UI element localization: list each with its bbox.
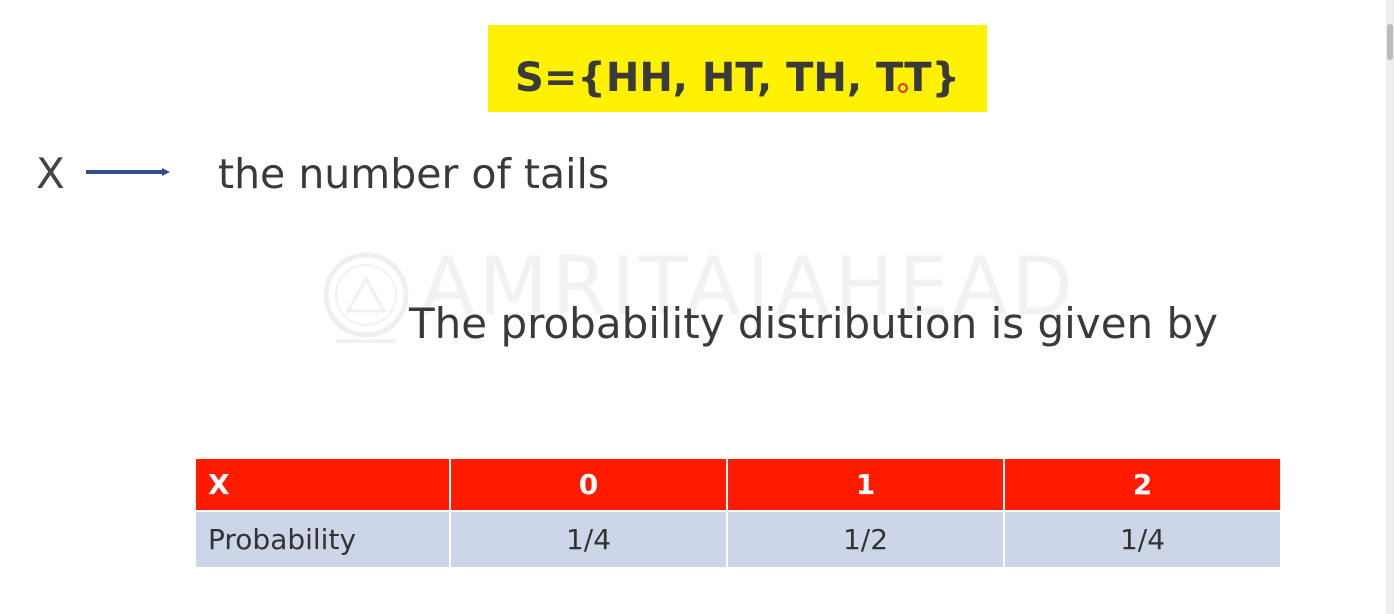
probability-cell: 1/2	[726, 510, 1005, 569]
seal-icon	[323, 252, 409, 343]
probability-cell: 1/4	[1003, 510, 1282, 569]
table-header-row: X 0 1 2	[194, 457, 1282, 512]
probability-distribution-table: X 0 1 2 Probability 1/4 1/2 1/4	[194, 457, 1282, 569]
scrollbar[interactable]	[1386, 0, 1394, 614]
sample-space-highlight: S={HH, HT, TH, TT}	[488, 25, 987, 112]
scrollbar-thumb[interactable]	[1387, 24, 1393, 60]
header-cell-value: 2	[1003, 457, 1282, 512]
row-label-probability: Probability	[194, 510, 451, 569]
table-row: Probability 1/4 1/2 1/4	[194, 510, 1282, 569]
random-variable-label: X	[36, 149, 65, 198]
variable-definition: the number of tails	[218, 150, 610, 198]
header-cell-x: X	[194, 457, 451, 512]
watermark: AMRITA|AHEAD	[320, 245, 1100, 355]
distribution-statement: The probability distribution is given by	[409, 299, 1219, 348]
probability-cell: 1/4	[449, 510, 728, 569]
sample-space-text: S={HH, HT, TH, TT}	[515, 55, 960, 101]
pointer-dot-icon	[898, 83, 908, 93]
header-cell-value: 1	[726, 457, 1005, 512]
watermark-text: AMRITA|AHEAD	[420, 240, 1078, 333]
arrow-right-icon	[86, 168, 170, 176]
header-cell-value: 0	[449, 457, 728, 512]
